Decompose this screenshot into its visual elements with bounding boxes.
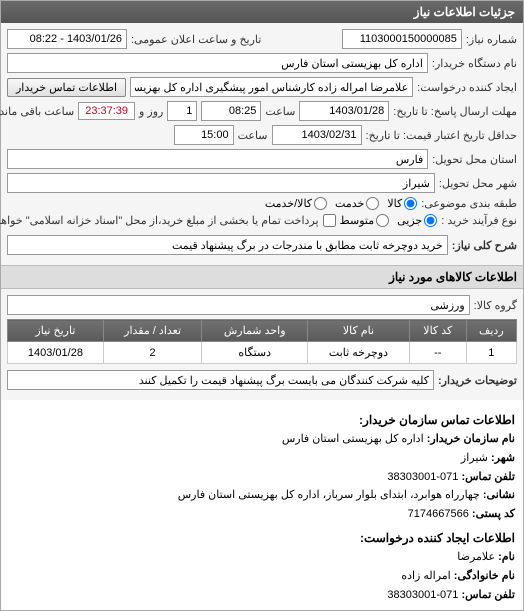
category-radio-group: کالا خدمت کالا/خدمت bbox=[265, 197, 417, 210]
announce-dt-label: تاریخ و ساعت اعلان عمومی: bbox=[131, 33, 261, 46]
fname-k: نام: bbox=[498, 551, 515, 563]
th-name: نام کالا bbox=[308, 320, 410, 342]
cat-service-radio[interactable] bbox=[366, 197, 379, 210]
th-row: ردیف bbox=[466, 320, 516, 342]
treasury-checkbox[interactable] bbox=[323, 214, 336, 227]
buyer-note-label: توضیحات خریدار: bbox=[438, 374, 517, 387]
table-header-row: ردیف کد کالا نام کالا واحد شمارش تعداد /… bbox=[8, 320, 517, 342]
pt-small-radio[interactable] bbox=[424, 214, 437, 227]
creator-label: ایجاد کننده درخواست: bbox=[417, 81, 517, 94]
pt-medium-radio[interactable] bbox=[376, 214, 389, 227]
postal-v: 7174667566 bbox=[408, 508, 469, 520]
th-unit: واحد شمارش bbox=[202, 320, 308, 342]
validity-label: حداقل تاریخ اعتبار قیمت: تا تاریخ: bbox=[366, 129, 517, 142]
countdown-timer: 23:37:39 bbox=[78, 102, 135, 120]
td-qty: 2 bbox=[103, 342, 202, 364]
need-title-label: شرح کلی نیاز: bbox=[452, 239, 517, 252]
th-date: تاریخ نیاز bbox=[8, 320, 104, 342]
purchase-note: پرداخت تمام یا بخشی از مبلغ خرید،از محل … bbox=[0, 214, 319, 227]
creator-input[interactable] bbox=[130, 77, 413, 97]
fname-v: علامرضا bbox=[457, 551, 495, 563]
org-name-k: نام سازمان خریدار: bbox=[427, 433, 515, 445]
goods-section-title: اطلاعات کالاهای مورد نیاز bbox=[1, 265, 523, 289]
days-left-input[interactable] bbox=[167, 101, 197, 121]
cat-goods-text: کالا bbox=[387, 197, 402, 210]
buyer-contact-button[interactable]: اطلاعات تماس خریدار bbox=[7, 78, 126, 97]
panel-title: جزئیات اطلاعات نیاز bbox=[1, 1, 523, 23]
td-date: 1403/01/28 bbox=[8, 342, 104, 364]
phone-k: تلفن تماس: bbox=[461, 471, 515, 483]
td-name: دوچرخه ثابت bbox=[308, 342, 410, 364]
purchase-type-group: جزیی متوسط bbox=[340, 214, 438, 227]
cat-goods-radio[interactable] bbox=[404, 197, 417, 210]
pt-medium-text: متوسط bbox=[340, 214, 375, 227]
contact-section-title: اطلاعات تماس سازمان خریدار: bbox=[9, 410, 515, 430]
goods-group-label: گروه کالا: bbox=[474, 299, 517, 312]
city-input[interactable] bbox=[7, 173, 435, 193]
province-input[interactable] bbox=[7, 149, 428, 169]
deadline-label: مهلت ارسال پاسخ: تا تاریخ: bbox=[393, 105, 517, 118]
td-unit: دستگاه bbox=[202, 342, 308, 364]
goods-group-input[interactable] bbox=[7, 295, 470, 315]
time-word-2: ساعت bbox=[238, 129, 268, 142]
deadline-time-input[interactable] bbox=[201, 101, 261, 121]
org-name-v: اداره کل بهزیستی استان فارس bbox=[282, 433, 424, 445]
buyer-note-input[interactable] bbox=[7, 370, 434, 390]
need-no-input[interactable] bbox=[342, 29, 462, 49]
city-k: شهر: bbox=[491, 452, 515, 464]
need-details-panel: جزئیات اطلاعات نیاز شماره نیاز: تاریخ و … bbox=[0, 0, 524, 611]
postal-k: کد پستی: bbox=[472, 508, 515, 520]
form-body: شماره نیاز: تاریخ و ساعت اعلان عمومی: نا… bbox=[1, 23, 523, 265]
th-qty: تعداد / مقدار bbox=[103, 320, 202, 342]
td-row: 1 bbox=[466, 342, 516, 364]
buyer-org-input[interactable] bbox=[7, 53, 428, 73]
cat-goods-service-radio[interactable] bbox=[314, 197, 327, 210]
goods-table: ردیف کد کالا نام کالا واحد شمارش تعداد /… bbox=[7, 319, 517, 364]
cat-gs-text: کالا/خدمت bbox=[265, 197, 312, 210]
need-no-label: شماره نیاز: bbox=[466, 33, 517, 46]
cat-service-text: خدمت bbox=[335, 197, 364, 210]
category-label: طبقه بندی موضوعی: bbox=[421, 197, 517, 210]
table-row[interactable]: 1 -- دوچرخه ثابت دستگاه 2 1403/01/28 bbox=[8, 342, 517, 364]
phone-v: 071-38303001 bbox=[387, 471, 458, 483]
pt-small-text: جزیی bbox=[397, 214, 422, 227]
purchase-type-label: نوع فرآیند خرید : bbox=[441, 214, 517, 227]
addr-v: چهارراه هوابرد، ابتدای بلوار سرباز، ادار… bbox=[178, 489, 480, 501]
announce-dt-input[interactable] bbox=[7, 29, 127, 49]
buyer-org-label: نام دستگاه خریدار: bbox=[432, 57, 517, 70]
time-word-1: ساعت bbox=[265, 105, 295, 118]
th-code: کد کالا bbox=[409, 320, 466, 342]
deadline-date-input[interactable] bbox=[299, 101, 389, 121]
city-v: شیراز bbox=[461, 452, 488, 464]
time-remain-label: ساعت باقی مانده bbox=[0, 105, 74, 118]
days-remain-label: روز و bbox=[139, 105, 163, 118]
validity-date-input[interactable] bbox=[272, 125, 362, 145]
city-label: شهر محل تحویل: bbox=[439, 177, 517, 190]
td-code: -- bbox=[409, 342, 466, 364]
cphone-k: تلفن تماس: bbox=[461, 589, 515, 601]
contact-info-block: اطلاعات تماس سازمان خریدار: نام سازمان خ… bbox=[1, 400, 523, 610]
validity-time-input[interactable] bbox=[174, 125, 234, 145]
creator-section-title: اطلاعات ایجاد کننده درخواست: bbox=[9, 528, 515, 548]
addr-k: نشانی: bbox=[483, 489, 515, 501]
cphone-v: 071-38303001 bbox=[387, 589, 458, 601]
need-title-input[interactable] bbox=[7, 235, 448, 255]
province-label: استان محل تحویل: bbox=[432, 153, 517, 166]
